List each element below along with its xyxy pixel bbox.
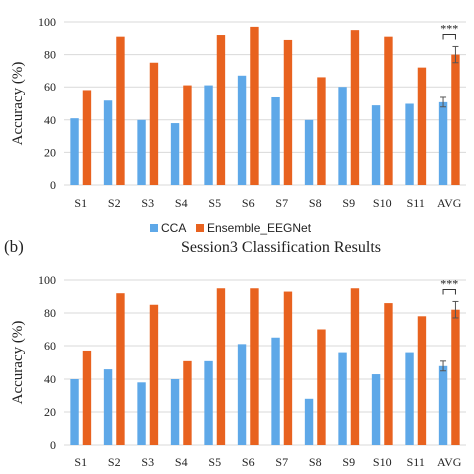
bar-cca-s9: [338, 352, 347, 445]
legend-swatch-cca: [150, 224, 158, 232]
x-tick-label: AVG: [437, 196, 462, 210]
bar-ensemble_eegnet-s8: [317, 77, 326, 185]
x-tick-label: S10: [373, 196, 392, 210]
x-tick-label: S8: [309, 455, 322, 469]
bar-ensemble_eegnet-s6: [250, 26, 259, 185]
bar-ensemble_eegnet-s5: [216, 35, 226, 185]
y-tick-label: 80: [44, 48, 56, 62]
x-tick-label: S11: [407, 455, 425, 469]
bar-cca-s10: [371, 374, 381, 445]
x-tick-label: S10: [373, 455, 392, 469]
bar-cca-s6: [237, 344, 247, 445]
bar-cca-s5: [204, 360, 213, 445]
bar-cca-s4: [170, 379, 180, 445]
bar-cca-s7: [271, 337, 280, 445]
x-tick-label: S8: [309, 196, 322, 210]
bar-ensemble_eegnet-s10: [384, 36, 393, 185]
y-tick-label: 0: [50, 438, 56, 452]
significance-marker: ***: [440, 276, 458, 290]
bar-cca-s1: [70, 118, 79, 185]
x-tick-label: S3: [141, 455, 154, 469]
x-tick-label: S3: [141, 196, 154, 210]
bar-ensemble_eegnet-s8: [317, 329, 326, 445]
significance-bracket: [442, 33, 456, 40]
bar-cca-s10: [371, 105, 381, 185]
bar-ensemble_eegnet-s3: [149, 62, 159, 185]
x-tick-label: S2: [108, 455, 121, 469]
x-tick-label: AVG: [437, 455, 462, 469]
y-tick-label: 100: [38, 15, 56, 29]
bar-ensemble_eegnet-s1: [82, 350, 92, 445]
bar-cca-s2: [103, 100, 113, 185]
bar-cca-s6: [237, 75, 247, 185]
bar-cca-s3: [137, 119, 146, 185]
x-tick-label: S9: [342, 455, 355, 469]
bar-ensemble_eegnet-s7: [283, 39, 293, 186]
bar-ensemble_eegnet-s4: [183, 85, 192, 185]
x-tick-label: S5: [208, 455, 221, 469]
bar-ensemble_eegnet-s5: [216, 288, 226, 445]
bar-cca-s11: [405, 103, 414, 185]
panel-label: (b): [4, 237, 24, 256]
y-tick-label: 100: [38, 273, 56, 287]
significance-bracket: [442, 288, 456, 295]
x-tick-label: S4: [175, 455, 188, 469]
bar-ensemble_eegnet-s4: [183, 360, 192, 445]
x-tick-label: S9: [342, 196, 355, 210]
bar-ensemble_eegnet-avg: [451, 309, 460, 445]
y-tick-label: 20: [44, 405, 56, 419]
x-tick-label: S4: [175, 196, 188, 210]
bar-ensemble_eegnet-s6: [250, 288, 259, 445]
bar-ensemble_eegnet-s11: [417, 316, 427, 445]
x-tick-label: S1: [74, 196, 87, 210]
bar-cca-avg: [438, 101, 448, 185]
bar-ensemble_eegnet-s2: [116, 293, 125, 445]
bar-ensemble_eegnet-s1: [82, 90, 92, 185]
bar-ensemble_eegnet-s9: [350, 30, 360, 186]
y-tick-label: 40: [44, 113, 56, 127]
y-tick-label: 60: [44, 339, 56, 353]
y-tick-label: 40: [44, 372, 56, 386]
y-tick-label: 0: [50, 178, 56, 192]
bar-cca-s1: [70, 379, 79, 445]
x-tick-label: S5: [208, 196, 221, 210]
y-tick-label: 80: [44, 306, 56, 320]
legend-label-cca: CCA: [161, 221, 186, 235]
bar-cca-s4: [170, 123, 180, 185]
legend-swatch-ensemble_eegnet: [196, 224, 204, 232]
bar-cca-s11: [405, 352, 414, 445]
bar-cca-s3: [137, 382, 146, 445]
x-tick-label: S2: [108, 196, 121, 210]
y-axis-label: Accuracy (%): [10, 321, 26, 405]
bar-ensemble_eegnet-s10: [384, 303, 393, 445]
bar-ensemble_eegnet-s7: [283, 291, 293, 445]
bar-cca-s5: [204, 85, 213, 185]
y-tick-label: 20: [44, 145, 56, 159]
bar-ensemble_eegnet-s2: [116, 36, 125, 185]
x-tick-label: S7: [275, 196, 288, 210]
bar-cca-s9: [338, 87, 347, 185]
x-tick-label: S7: [275, 455, 288, 469]
y-tick-label: 60: [44, 80, 56, 94]
x-tick-label: S1: [74, 455, 87, 469]
x-tick-label: S11: [407, 196, 425, 210]
bar-cca-s8: [304, 119, 314, 185]
x-tick-label: S6: [242, 196, 255, 210]
chart-title: Session3 Classification Results: [181, 239, 381, 256]
significance-marker: ***: [440, 21, 458, 35]
bar-cca-s7: [271, 96, 280, 185]
bar-ensemble_eegnet-s9: [350, 288, 360, 445]
legend-label-ensemble_eegnet: Ensemble_EEGNet: [207, 221, 312, 235]
bar-ensemble_eegnet-s11: [417, 67, 427, 185]
bar-ensemble_eegnet-s3: [149, 304, 159, 445]
y-axis-label: Accuracy (%): [10, 62, 26, 146]
bar-cca-avg: [438, 365, 448, 445]
bar-ensemble_eegnet-avg: [451, 54, 460, 185]
bar-cca-s8: [304, 398, 314, 445]
bar-cca-s2: [103, 369, 113, 445]
x-tick-label: S6: [242, 455, 255, 469]
